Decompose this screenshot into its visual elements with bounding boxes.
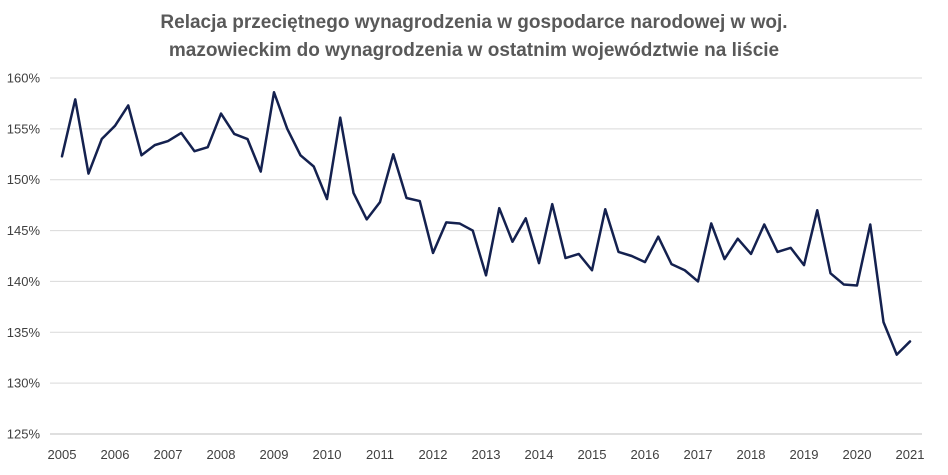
x-tick-label: 2006: [101, 447, 130, 462]
x-tick-label: 2019: [790, 447, 819, 462]
x-tick-label: 2016: [631, 447, 660, 462]
x-tick-label: 2014: [525, 447, 554, 462]
y-tick-label: 160%: [7, 71, 41, 86]
x-tick-label: 2017: [684, 447, 713, 462]
x-tick-label: 2005: [48, 447, 77, 462]
y-tick-label: 135%: [7, 325, 41, 340]
x-axis-ticks: 2005 2006 2007 2008 2009 2010 2011 2012 2013 2014…: [48, 447, 925, 462]
x-tick-label: 2021: [896, 447, 925, 462]
y-tick-label: 130%: [7, 376, 41, 391]
series-layer: [60, 90, 912, 356]
x-tick-label: 2012: [419, 447, 448, 462]
y-tick-label: 145%: [7, 223, 41, 238]
x-tick-label: 2013: [472, 447, 501, 462]
y-tick-label: 140%: [7, 274, 41, 289]
x-tick-label: 2020: [843, 447, 872, 462]
chart-title-line-1: Relacja przeciętnego wynagrodzenia w gos…: [160, 12, 787, 33]
y-tick-label: 125%: [7, 427, 41, 442]
x-tick-label: 2011: [366, 447, 394, 462]
series-line: [60, 90, 912, 356]
x-tick-label: 2015: [578, 447, 607, 462]
y-tick-label: 155%: [7, 121, 41, 136]
x-tick-label: 2007: [154, 447, 183, 462]
y-axis-ticks: 160% 155% 150% 145% 140% 135% 130% 125%: [7, 71, 41, 442]
chart-title-line-2: mazowieckim do wynagrodzenia w ostatnim …: [169, 40, 779, 61]
x-tick-label: 2009: [260, 447, 289, 462]
x-tick-label: 2018: [737, 447, 766, 462]
gridlines: [50, 77, 922, 435]
y-tick-label: 150%: [7, 172, 41, 187]
x-tick-label: 2010: [313, 447, 342, 462]
x-tick-label: 2008: [207, 447, 236, 462]
